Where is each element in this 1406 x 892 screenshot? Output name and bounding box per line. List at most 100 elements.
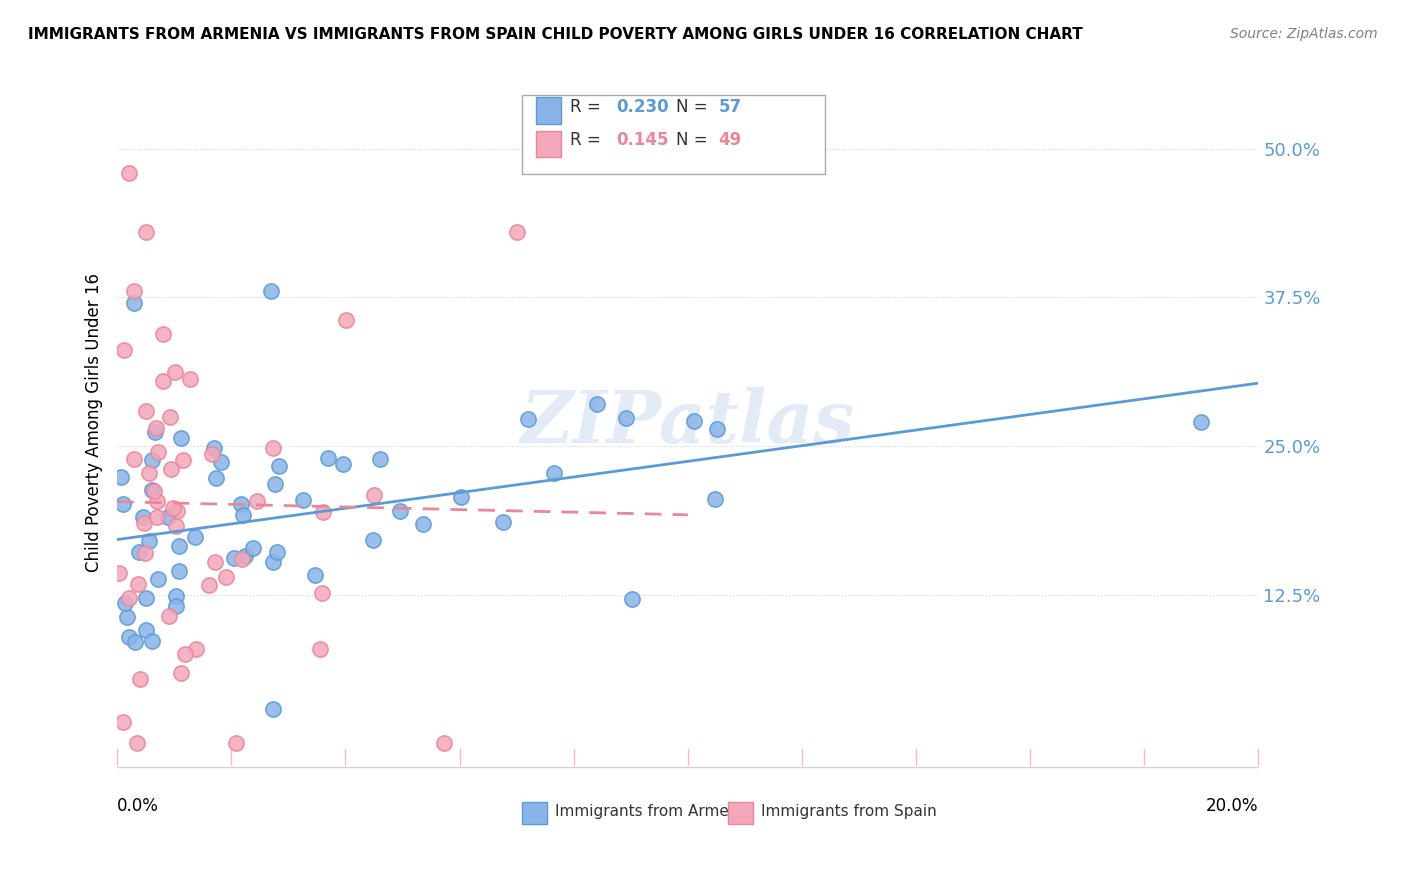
Point (198, 578, 221, 592)
Point (170, 431, 193, 445)
Point (586, 397, 609, 411)
FancyBboxPatch shape (523, 802, 547, 823)
FancyBboxPatch shape (536, 97, 561, 124)
Point (225, 736, 247, 750)
Point (148, 445, 170, 459)
Point (412, 517, 434, 532)
Point (152, 326, 174, 341)
Point (135, 225, 157, 239)
Point (138, 533, 160, 548)
Point (165, 599, 187, 613)
Point (543, 466, 565, 480)
Point (233, 549, 256, 563)
Point (124, 635, 146, 649)
Text: R =: R = (571, 130, 606, 148)
Point (141, 634, 163, 648)
Point (135, 591, 157, 606)
Point (363, 488, 385, 502)
Text: N =: N = (676, 130, 713, 148)
Point (145, 421, 167, 435)
Text: 0.230: 0.230 (616, 98, 668, 116)
Point (304, 568, 326, 582)
Point (269, 458, 291, 473)
Point (112, 497, 135, 511)
Point (245, 494, 267, 508)
Text: Source: ZipAtlas.com: Source: ZipAtlas.com (1230, 27, 1378, 41)
Point (134, 546, 156, 560)
Point (141, 453, 163, 467)
Point (204, 555, 226, 569)
FancyBboxPatch shape (536, 130, 561, 157)
Point (157, 609, 180, 624)
Point (157, 510, 180, 524)
Point (224, 551, 246, 566)
Point (202, 442, 225, 456)
Point (163, 365, 186, 379)
Text: 49: 49 (718, 130, 742, 148)
Text: 57: 57 (718, 98, 742, 116)
Point (146, 493, 169, 508)
Point (706, 422, 728, 436)
Point (124, 285, 146, 299)
Point (143, 425, 166, 440)
Y-axis label: Child Poverty Among Girls Under 16: Child Poverty Among Girls Under 16 (86, 273, 103, 572)
Point (1189, 415, 1212, 429)
Text: 20.0%: 20.0% (1206, 797, 1258, 815)
Text: Immigrants from Spain: Immigrants from Spain (761, 805, 936, 820)
Point (162, 500, 184, 515)
FancyBboxPatch shape (523, 95, 825, 174)
Point (124, 296, 146, 310)
Point (166, 504, 188, 518)
Point (118, 591, 141, 606)
Text: Immigrants from Armenia: Immigrants from Armenia (555, 805, 752, 820)
Point (621, 592, 644, 607)
Text: 0.145: 0.145 (616, 130, 668, 148)
Point (132, 516, 155, 531)
Point (160, 461, 183, 475)
Point (165, 590, 187, 604)
Point (122, 451, 145, 466)
Point (361, 533, 384, 548)
Point (128, 545, 150, 559)
Point (242, 541, 264, 555)
Point (231, 552, 253, 566)
Point (132, 509, 155, 524)
Point (450, 490, 472, 504)
Point (112, 343, 135, 357)
Point (704, 492, 727, 507)
Point (332, 457, 354, 471)
Point (260, 284, 283, 298)
Point (309, 642, 332, 657)
Point (184, 530, 207, 544)
Point (312, 505, 335, 519)
Point (232, 508, 254, 523)
Point (117, 165, 139, 179)
FancyBboxPatch shape (728, 802, 752, 823)
Text: N =: N = (676, 98, 713, 116)
Point (492, 516, 515, 530)
Point (152, 374, 174, 388)
Point (262, 702, 284, 716)
Point (205, 471, 228, 485)
Point (135, 624, 157, 638)
Point (172, 452, 194, 467)
Point (110, 470, 132, 484)
Point (166, 519, 188, 533)
Point (125, 736, 148, 750)
Point (135, 403, 157, 417)
Point (263, 555, 285, 569)
Point (108, 566, 131, 581)
Text: R =: R = (571, 98, 606, 116)
Text: 0.0%: 0.0% (117, 797, 159, 815)
Point (614, 410, 637, 425)
Text: IMMIGRANTS FROM ARMENIA VS IMMIGRANTS FROM SPAIN CHILD POVERTY AMONG GIRLS UNDER: IMMIGRANTS FROM ARMENIA VS IMMIGRANTS FR… (28, 27, 1083, 42)
Point (433, 736, 456, 750)
Point (229, 497, 252, 511)
Point (118, 630, 141, 644)
Point (311, 586, 333, 600)
Point (143, 483, 166, 498)
Point (201, 448, 224, 462)
Point (389, 504, 412, 518)
Point (146, 509, 169, 524)
Point (335, 312, 357, 326)
